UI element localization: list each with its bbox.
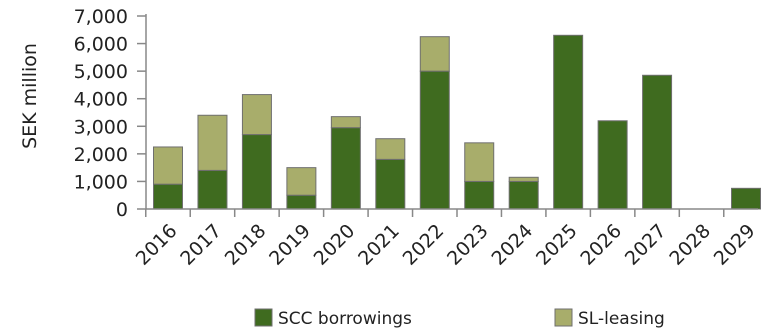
x-tick-label: 2022 <box>399 220 449 270</box>
y-axis-title-group: SEK million <box>19 43 41 149</box>
bar-sl-leasing-2017 <box>197 114 228 171</box>
y-tick-label: 0 <box>116 199 128 221</box>
x-tick-label: 2017 <box>176 220 226 270</box>
legend-swatch <box>554 308 573 327</box>
legend-label: SCC borrowings <box>278 309 412 329</box>
x-tick-label: 2028 <box>665 220 715 270</box>
y-tick-label: 4,000 <box>74 89 128 111</box>
bar-scc-borrowings-2016 <box>153 183 183 210</box>
x-tick-label: 2019 <box>265 220 315 270</box>
x-tick-label: 2021 <box>354 220 404 270</box>
bar-scc-borrowings-2029 <box>731 187 761 210</box>
x-tick-label: 2016 <box>132 220 182 270</box>
bar-sl-leasing-2024 <box>508 176 539 182</box>
bar-sl-leasing-2021 <box>375 138 406 160</box>
y-axis-title: SEK million <box>19 43 41 149</box>
bar-sl-leasing-2020 <box>330 116 361 129</box>
y-tick-label: 2,000 <box>74 144 128 166</box>
bar-scc-borrowings-2017 <box>197 169 228 210</box>
y-tick-label: 6,000 <box>74 34 128 56</box>
x-tick-label: 2020 <box>310 220 360 270</box>
bar-scc-borrowings-2027 <box>642 74 673 210</box>
bar-sl-leasing-2023 <box>464 142 495 182</box>
y-axis-ticks: 0 1,000 2,000 3,000 4,000 5,000 6,000 7,000 <box>74 6 146 221</box>
x-tick-label: 2027 <box>621 220 671 270</box>
bar-scc-borrowings-2021 <box>375 158 406 210</box>
y-tick-label: 1,000 <box>74 171 128 193</box>
bar-sl-leasing-2022 <box>419 36 450 72</box>
legend-swatch <box>254 308 273 327</box>
bar-scc-borrowings-2022 <box>419 70 450 210</box>
bar-scc-borrowings-2020 <box>330 127 361 210</box>
bar-sl-leasing-2019 <box>286 167 317 196</box>
bar-scc-borrowings-2026 <box>597 120 628 210</box>
bar-scc-borrowings-2018 <box>241 134 272 210</box>
bars-group <box>153 34 761 210</box>
bar-scc-borrowings-2023 <box>464 180 495 210</box>
y-tick-label: 5,000 <box>74 61 128 83</box>
y-tick-label: 3,000 <box>74 116 128 138</box>
x-tick-label: 2026 <box>576 220 626 270</box>
x-tick-label: 2025 <box>532 220 582 270</box>
legend-label: SL-leasing <box>578 309 665 329</box>
x-tick-label: 2018 <box>221 220 271 270</box>
bar-sl-leasing-2018 <box>241 94 272 136</box>
bar-sl-leasing-2016 <box>153 146 183 185</box>
x-tick-label: 2024 <box>487 220 537 270</box>
legend: SCC borrowings SL-leasing <box>254 308 665 329</box>
bar-scc-borrowings-2025 <box>553 34 584 210</box>
x-axis-ticks: 2016201720182019202020212022202320242025… <box>132 209 760 270</box>
bar-scc-borrowings-2019 <box>286 194 317 210</box>
y-tick-label: 7,000 <box>74 6 128 28</box>
x-tick-label: 2029 <box>710 220 760 270</box>
x-tick-label: 2023 <box>443 220 493 270</box>
bar-scc-borrowings-2024 <box>508 180 539 210</box>
axes-group <box>145 14 758 210</box>
